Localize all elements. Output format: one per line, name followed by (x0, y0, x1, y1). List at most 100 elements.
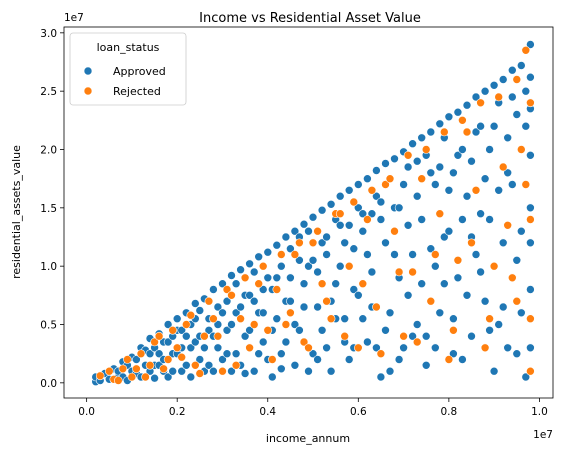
data-point-approved (476, 209, 485, 218)
data-point-approved (462, 191, 472, 201)
data-point-rejected (154, 331, 164, 341)
data-point-approved (150, 373, 159, 383)
data-point-approved (222, 296, 232, 306)
data-point-approved (227, 366, 236, 376)
data-point-approved (204, 325, 214, 335)
data-point-approved (516, 61, 526, 70)
data-point-rejected (240, 273, 250, 283)
data-point-approved (367, 267, 377, 277)
data-point-rejected (177, 352, 186, 362)
data-point-rejected (526, 98, 535, 108)
data-point-rejected (335, 209, 345, 218)
legend: loan_status Approved Rejected (69, 32, 187, 106)
data-point-approved (467, 331, 476, 341)
data-point-approved (313, 355, 322, 364)
data-point-rejected (118, 364, 128, 374)
data-point-approved (421, 331, 431, 341)
legend-marker-approved (83, 66, 93, 76)
data-point-rejected (494, 92, 504, 102)
data-point-rejected (204, 296, 214, 306)
data-point-approved (245, 259, 254, 269)
data-point-rejected (163, 355, 173, 364)
data-point-approved (304, 366, 313, 376)
data-point-approved (272, 273, 282, 283)
data-point-rejected (182, 320, 191, 329)
data-point-rejected (322, 296, 331, 306)
data-point-approved (290, 360, 300, 370)
data-point-rejected (200, 331, 209, 341)
data-point-approved (335, 191, 345, 201)
data-point-approved (399, 343, 408, 353)
data-point-approved (218, 279, 227, 289)
data-point-approved (358, 314, 368, 324)
data-point-approved (439, 232, 449, 242)
data-point-approved (163, 320, 173, 329)
legend-box (69, 32, 187, 106)
x-tick-label: 0.0 (78, 406, 95, 418)
data-point-approved (421, 360, 431, 370)
data-point-rejected (390, 226, 399, 236)
data-point-approved (254, 349, 264, 359)
data-point-approved (412, 320, 422, 329)
data-point-approved (417, 215, 427, 224)
data-point-approved (222, 349, 232, 359)
data-point-approved (322, 250, 331, 259)
data-point-approved (290, 226, 300, 236)
data-point-approved (182, 360, 191, 370)
data-point-approved (476, 121, 485, 131)
data-point-rejected (172, 343, 182, 353)
y-tick-label: 2.0 (40, 145, 57, 157)
data-point-approved (426, 127, 436, 137)
data-point-approved (236, 302, 245, 312)
data-point-rejected (276, 250, 286, 259)
data-point-approved (426, 168, 436, 178)
data-point-approved (218, 308, 227, 318)
data-point-approved (412, 156, 422, 166)
data-point-rejected (507, 273, 517, 283)
x-tick-label: 0.4 (259, 406, 276, 418)
y-tick-label: 1.5 (40, 203, 57, 215)
data-point-approved (353, 180, 363, 189)
data-point-approved (385, 308, 395, 318)
data-point-rejected (236, 314, 245, 324)
data-point-approved (322, 343, 331, 353)
data-point-rejected (114, 376, 123, 385)
data-point-rejected (227, 290, 236, 300)
data-point-rejected (218, 366, 227, 376)
chart-title: Income vs Residential Asset Value (199, 11, 421, 26)
data-point-approved (263, 247, 273, 257)
x-scale-label: 1e7 (533, 429, 553, 441)
data-point-rejected (489, 261, 499, 271)
data-point-rejected (458, 116, 467, 125)
data-point-approved (453, 151, 463, 160)
data-point-rejected (145, 360, 155, 370)
data-point-approved (308, 212, 318, 222)
data-point-rejected (136, 349, 146, 359)
data-point-approved (344, 355, 354, 364)
data-point-approved (480, 296, 490, 306)
data-point-approved (313, 267, 322, 277)
data-point-approved (200, 343, 209, 353)
x-tick-label: 0.6 (350, 406, 367, 418)
data-point-approved (503, 168, 513, 178)
data-point-approved (258, 308, 268, 318)
data-point-approved (507, 180, 517, 189)
data-point-approved (412, 191, 422, 201)
x-tick-label: 0.2 (169, 406, 186, 418)
data-point-rejected (417, 174, 427, 183)
data-point-approved (236, 265, 245, 275)
data-point-rejected (372, 302, 381, 312)
data-point-approved (209, 285, 218, 294)
data-point-approved (489, 81, 499, 90)
data-point-rejected (403, 151, 413, 160)
data-point-rejected (526, 314, 535, 324)
data-point-approved (353, 203, 363, 213)
data-point-approved (444, 226, 454, 236)
data-point-rejected (462, 127, 472, 137)
data-point-approved (335, 221, 345, 230)
data-point-approved (435, 162, 445, 172)
data-point-rejected (353, 343, 363, 353)
data-point-approved (480, 86, 490, 96)
data-point-approved (372, 191, 381, 201)
data-point-approved (304, 261, 313, 271)
